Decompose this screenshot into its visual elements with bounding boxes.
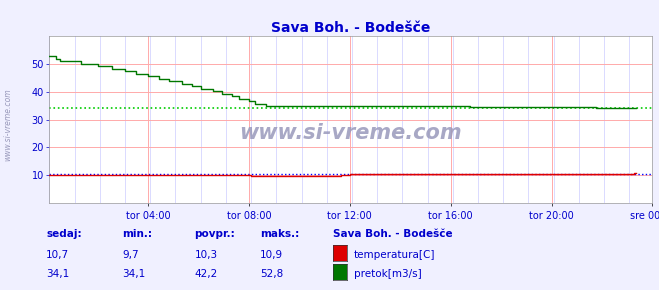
Text: Sava Boh. - Bodešče: Sava Boh. - Bodešče bbox=[333, 229, 453, 239]
Text: 34,1: 34,1 bbox=[122, 269, 145, 279]
Text: 9,7: 9,7 bbox=[122, 250, 138, 260]
Text: temperatura[C]: temperatura[C] bbox=[354, 250, 436, 260]
Text: povpr.:: povpr.: bbox=[194, 229, 235, 239]
Text: 10,7: 10,7 bbox=[46, 250, 69, 260]
Text: 52,8: 52,8 bbox=[260, 269, 283, 279]
Text: 42,2: 42,2 bbox=[194, 269, 217, 279]
Title: Sava Boh. - Bodešče: Sava Boh. - Bodešče bbox=[272, 21, 430, 35]
Text: 34,1: 34,1 bbox=[46, 269, 69, 279]
Text: www.si-vreme.com: www.si-vreme.com bbox=[240, 123, 462, 143]
Text: pretok[m3/s]: pretok[m3/s] bbox=[354, 269, 422, 279]
Text: maks.:: maks.: bbox=[260, 229, 300, 239]
Text: sedaj:: sedaj: bbox=[46, 229, 82, 239]
Text: 10,9: 10,9 bbox=[260, 250, 283, 260]
Text: 10,3: 10,3 bbox=[194, 250, 217, 260]
Text: min.:: min.: bbox=[122, 229, 152, 239]
Text: www.si-vreme.com: www.si-vreme.com bbox=[3, 88, 13, 161]
